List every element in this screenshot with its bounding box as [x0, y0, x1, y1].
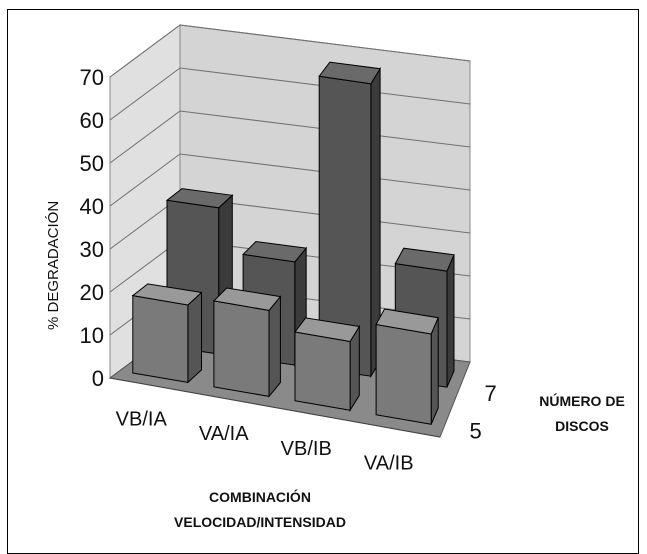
bar-front	[294, 331, 351, 411]
x-axis-label-line2: VELOCIDAD/INTENSIDAD	[174, 514, 346, 530]
bars	[131, 61, 455, 425]
depth-tick-label: 5	[470, 418, 482, 443]
gridline	[109, 24, 471, 78]
y-axis-label: % DEGRADACIÓN	[45, 201, 62, 330]
bar-top	[131, 283, 203, 306]
y-tick-label: 0	[92, 366, 104, 391]
y-tick-label: 20	[80, 280, 104, 305]
bar-front	[132, 295, 189, 383]
bar-top	[394, 247, 455, 272]
x-tick-label: VA/IB	[364, 453, 414, 475]
y-tick-label: 40	[80, 194, 104, 219]
y-tick-label: 50	[80, 151, 104, 176]
bar-top	[212, 287, 282, 311]
bar-front	[213, 300, 270, 397]
bar-front	[375, 323, 432, 425]
bar-top	[165, 188, 234, 209]
y-tick-label: 70	[80, 65, 104, 90]
y-tick-label: 30	[80, 237, 104, 262]
x-tick-label: VB/IB	[281, 438, 332, 460]
bar-top	[375, 308, 439, 335]
depth-axis-label-line2: DISCOS	[555, 418, 609, 434]
bar-top	[318, 61, 381, 85]
bar-side	[446, 254, 455, 388]
x-tick-label: VB/IA	[116, 408, 168, 430]
y-tick-label: 10	[80, 323, 104, 348]
x-axis-label-line1: COMBINACIÓN	[209, 488, 311, 505]
bar	[131, 283, 203, 384]
bar-side	[187, 291, 202, 384]
y-tick-labels: 0 10 20 30 40 50 60 70	[80, 65, 104, 391]
bar-top	[294, 317, 361, 343]
bar	[375, 308, 439, 425]
y-tick-label: 60	[80, 108, 104, 133]
x-tick-label: VA/IA	[199, 423, 249, 445]
depth-axis-label-line1: NÚMERO DE	[539, 392, 625, 409]
x-axis-line	[109, 377, 441, 438]
depth-tick-label: 7	[485, 381, 497, 406]
bar-side	[268, 295, 281, 398]
x-tick-labels: VB/IA VA/IA VB/IB VA/IB	[116, 408, 414, 474]
bar	[212, 287, 282, 398]
depth-tick-labels: 57	[470, 381, 497, 444]
bar-side	[430, 317, 439, 425]
bar-top	[242, 240, 308, 263]
bar	[294, 317, 361, 413]
